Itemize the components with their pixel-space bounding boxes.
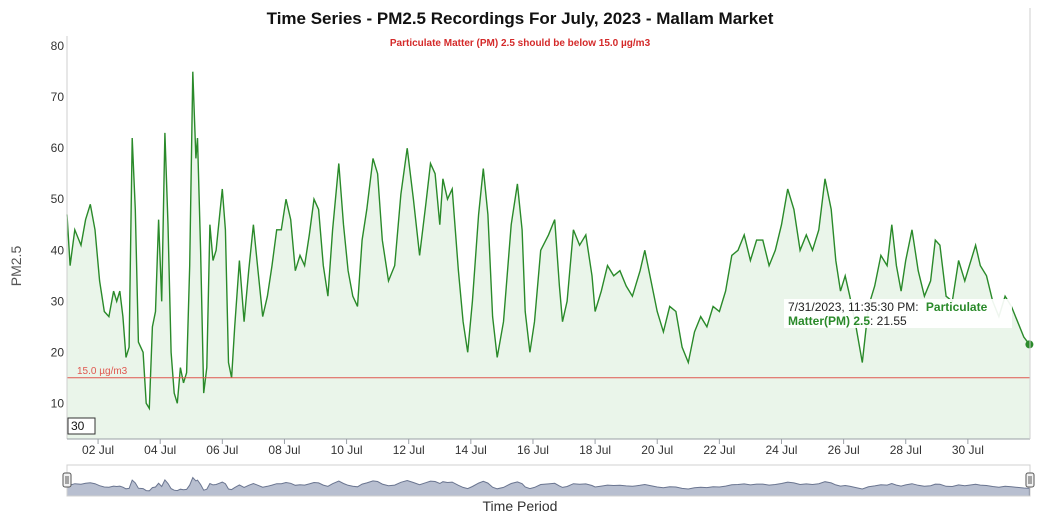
chart-title: Time Series - PM2.5 Recordings For July,… [267, 9, 774, 28]
x-tick-label: 30 Jul [952, 443, 984, 457]
x-axis-label: Time Period [483, 498, 558, 514]
tooltip-value: : 21.55 [870, 314, 907, 328]
navigator[interactable] [63, 465, 1034, 496]
y-tick-label: 50 [51, 192, 65, 206]
chart-subtitle: Particulate Matter (PM) 2.5 should be be… [390, 38, 651, 49]
x-tick-label: 18 Jul [579, 443, 611, 457]
x-tick-label: 08 Jul [268, 443, 300, 457]
tooltip: 7/31/2023, 11:35:30 PM: Particulate Matt… [784, 299, 1012, 328]
range-selector[interactable]: 30 [68, 418, 95, 434]
x-tick-label: 26 Jul [828, 443, 860, 457]
x-tick-label: 28 Jul [890, 443, 922, 457]
y-tick-label: 30 [51, 294, 65, 308]
x-tick-label: 10 Jul [331, 443, 363, 457]
series-area-0 [67, 72, 1029, 439]
y-tick-label: 40 [51, 243, 65, 257]
x-tick-label: 02 Jul [82, 443, 114, 457]
tooltip-time: 7/31/2023, 11:35:30 PM: [788, 300, 919, 314]
range-selector-label: 30 [71, 419, 85, 433]
y-tick-label: 80 [51, 39, 65, 53]
tooltip-series-name: Particulate [926, 300, 988, 314]
navigator-series [67, 478, 1029, 497]
x-tick-label: 24 Jul [765, 443, 797, 457]
navigator-handle-body[interactable] [63, 473, 71, 487]
threshold-label: 15.0 µg/m3 [77, 366, 128, 377]
tooltip-line-2: Matter(PM) 2.5: 21.55 [788, 314, 907, 328]
navigator-handle-left[interactable] [63, 473, 71, 487]
x-tick-label: 22 Jul [703, 443, 735, 457]
navigator-handle-right[interactable] [1026, 473, 1034, 487]
y-tick-label: 70 [51, 90, 65, 104]
x-tick-label: 06 Jul [206, 443, 238, 457]
x-tick-label: 04 Jul [144, 443, 176, 457]
tooltip-line-1: 7/31/2023, 11:35:30 PM: Particulate [788, 300, 988, 314]
x-tick-label: 12 Jul [393, 443, 425, 457]
x-tick-label: 14 Jul [455, 443, 487, 457]
x-tick-label: 20 Jul [641, 443, 673, 457]
y-tick-label: 10 [51, 396, 65, 410]
plot-area: 15.0 µg/m3 10 20 30 40 50 60 70 80 02 Jul 04 Jul 06… [51, 8, 1034, 457]
tooltip-series-name-cont: Matter(PM) 2.5 [788, 314, 870, 328]
y-tick-label: 20 [51, 345, 65, 359]
data-point [1025, 340, 1033, 348]
y-axis-label: PM2.5 [8, 246, 24, 287]
navigator-handle-body[interactable] [1026, 473, 1034, 487]
x-tick-label: 16 Jul [517, 443, 549, 457]
y-tick-label: 60 [51, 141, 65, 155]
